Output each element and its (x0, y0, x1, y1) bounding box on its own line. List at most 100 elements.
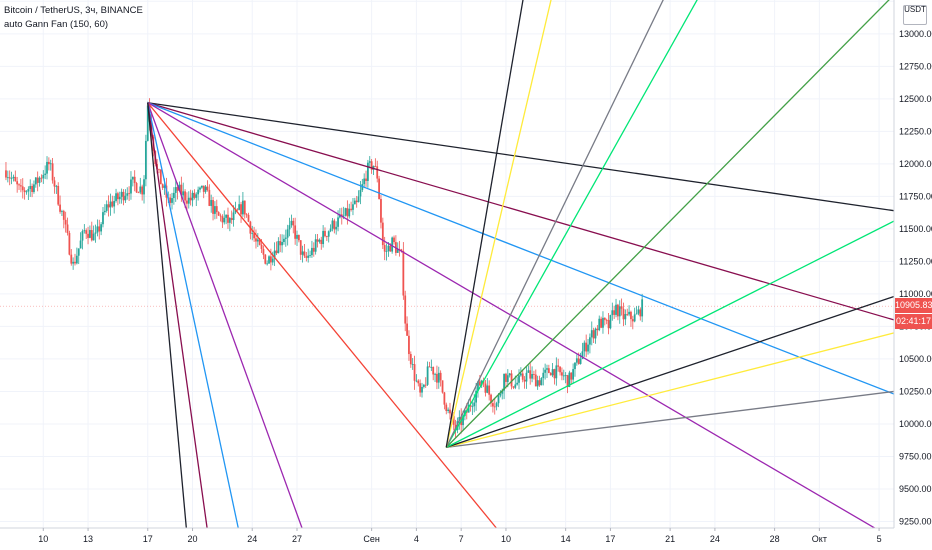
candle-body (297, 234, 300, 241)
time-tick-label: 27 (292, 534, 302, 544)
candle-body (518, 375, 520, 383)
candle-body (251, 233, 254, 235)
candle-body (329, 228, 332, 232)
candle-body (34, 177, 37, 185)
time-axis[interactable]: 10 13 17 20 24 27 Сен 4 7 10 14 17 21 24 28 Окт 5 (38, 528, 882, 544)
candle-body (503, 373, 505, 391)
time-tick-label: 7 (459, 534, 464, 544)
candle-body (210, 200, 213, 206)
candle-body (469, 404, 472, 407)
candle-body (223, 217, 226, 223)
candle-body (137, 192, 140, 194)
candle-body (598, 318, 601, 331)
candle-body (87, 233, 89, 238)
time-tick-label: 17 (605, 534, 615, 544)
price-tick-label: 12750.00 (899, 61, 932, 71)
candle-body (327, 231, 330, 237)
candle-body (501, 390, 504, 394)
price-unit-badge[interactable]: USDT (903, 5, 927, 25)
time-tick-label: 28 (770, 534, 780, 544)
candle-body (6, 177, 9, 179)
candle-body (109, 201, 112, 208)
candle-body (49, 163, 52, 165)
candle-body (368, 161, 371, 163)
candle-body (100, 224, 103, 232)
candle-body (59, 204, 61, 212)
candle-body (443, 392, 446, 405)
candle-body (124, 195, 127, 201)
candle-body (340, 214, 343, 217)
candle-body (374, 165, 377, 167)
candle-body (514, 384, 517, 388)
candle-body (33, 184, 35, 192)
candle-body (607, 320, 610, 329)
candle-body (214, 206, 216, 214)
candle-body (206, 186, 209, 190)
candle-body (64, 219, 67, 225)
candle-body (462, 415, 464, 426)
candle-body (484, 383, 487, 393)
time-tick-label: Окт (812, 534, 827, 544)
candle-body (18, 184, 20, 186)
candle-body (342, 215, 345, 217)
candle-body (83, 230, 86, 232)
candle-body (316, 239, 319, 242)
candle-body (92, 233, 95, 241)
candle-body (633, 314, 636, 322)
candle-body (253, 233, 255, 239)
candle-body (346, 208, 349, 217)
candle-body (193, 192, 196, 198)
candle-body (195, 194, 198, 198)
candle-body (408, 335, 410, 355)
candle-body (493, 406, 496, 408)
candle-body (115, 193, 117, 201)
candle-body (117, 193, 119, 200)
candle-body (141, 186, 144, 195)
candle-body (589, 337, 591, 345)
price-tick-label: 10250.00 (899, 386, 932, 396)
candle-body (624, 314, 627, 320)
candle-body (602, 317, 604, 328)
candle-body (628, 311, 630, 315)
candle-body (581, 351, 584, 359)
candle-body (31, 185, 33, 192)
candle-body (437, 372, 440, 383)
candle-body (75, 255, 78, 264)
candle-body (161, 184, 164, 188)
candle-body (70, 254, 73, 264)
candle-body (331, 220, 334, 229)
candle-body (385, 251, 388, 252)
candle-body (363, 178, 366, 185)
candle-body (542, 372, 545, 379)
candle-body (600, 318, 602, 328)
candle-body (441, 380, 444, 393)
candle-body (417, 380, 420, 384)
candle-body (415, 380, 418, 382)
candle-body (197, 189, 200, 195)
indicator-title[interactable]: auto Gann Fan (150, 60) (4, 19, 109, 30)
candle-body (215, 206, 218, 213)
candle-body (182, 191, 185, 196)
candle-body (566, 375, 569, 388)
price-tick-label: 10000.00 (899, 419, 932, 429)
candle-body (549, 372, 552, 376)
candle-body (609, 315, 612, 329)
price-unit-label: USDT (904, 5, 926, 14)
candle-body (587, 344, 589, 352)
candle-body (61, 211, 63, 212)
candle-body (488, 385, 491, 395)
candle-body (596, 328, 599, 331)
candle-body (594, 328, 597, 339)
symbol-title[interactable]: Bitcoin / TetherUS, 3ч, BINANCE (4, 5, 143, 16)
price-tick-label: 9500.00 (899, 484, 932, 494)
candle-body (564, 375, 567, 377)
candle-body (357, 196, 360, 203)
candle-body (641, 299, 644, 317)
candle-body (232, 212, 235, 221)
candle-body (519, 373, 522, 376)
candle-body (389, 245, 392, 252)
candle-body (16, 181, 19, 185)
candle-body (77, 248, 80, 256)
time-tick-label: 21 (665, 534, 675, 544)
